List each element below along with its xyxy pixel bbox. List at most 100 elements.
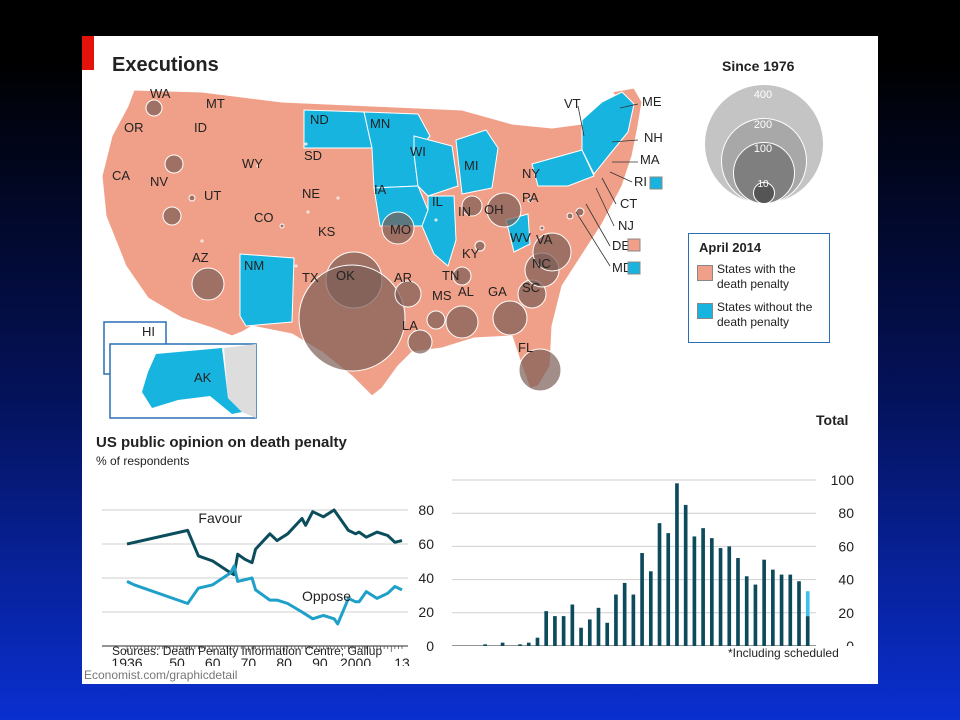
map-bubble <box>461 195 483 217</box>
executions-bar <box>718 548 723 646</box>
executions-bar <box>710 538 714 646</box>
mi-shape <box>455 129 499 195</box>
opinion-x-tick: 1936 <box>111 655 142 666</box>
leader-vt <box>577 105 585 137</box>
map-bubble <box>256 164 260 168</box>
scale-label-400: 400 <box>753 89 773 101</box>
executions-y-tick: 100 <box>831 472 855 488</box>
state-label-al: AL <box>458 284 474 299</box>
executions-bar <box>526 642 531 646</box>
state-label-me: ME <box>642 94 662 109</box>
map-bubble <box>298 264 406 372</box>
us-map: WA OR CA ID MT WY NV UT CO AZ NM ND SD NE KS OK TX MN IA MO… <box>101 86 663 419</box>
oppose-series-label: Oppose <box>302 588 351 604</box>
state-label-wa: WA <box>150 86 171 101</box>
nm-shape <box>239 253 295 327</box>
opinion-x-tick: 70 <box>241 655 257 666</box>
ne-states-shape <box>581 91 635 175</box>
executions-bar <box>762 559 766 646</box>
infographic-panel: Executions Since 1976 400 200 100 10 Apr… <box>82 36 878 684</box>
opinion-y-tick: 20 <box>418 604 434 620</box>
brand-red-bar <box>82 36 94 70</box>
map-bubble <box>294 264 298 268</box>
legend-title: April 2014 <box>699 240 762 255</box>
map-bubble <box>532 232 572 272</box>
state-label-mt: MT <box>206 96 225 111</box>
executions-bar <box>535 637 540 646</box>
executions-bar-scheduled <box>805 591 810 617</box>
state-label-hi: HI <box>142 324 155 339</box>
state-label-ak: AK <box>194 370 212 385</box>
executions-bar <box>561 616 566 646</box>
map-bubble <box>575 207 585 217</box>
state-label-nc: NC <box>532 256 551 271</box>
map-bubble <box>188 194 196 202</box>
md-swatch <box>627 261 641 275</box>
leader-ct <box>601 177 617 205</box>
legend-swatch-with <box>697 265 713 281</box>
site-credit: Economist.com/graphicdetail <box>84 668 238 682</box>
state-label-or: OR <box>124 120 144 135</box>
map-bubble <box>474 240 486 252</box>
map-bubble <box>445 305 479 339</box>
opinion-line-chart: 0 20 40 60 80 1936 50 60 70 80 90 2000 13 Favour Oppos… <box>102 502 434 666</box>
ak-inset <box>109 343 257 419</box>
state-label-wv: WV <box>510 230 531 245</box>
state-label-pa: PA <box>522 190 539 205</box>
state-label-la: LA <box>402 318 418 333</box>
scheduled-footnote: *Including scheduled <box>728 646 839 660</box>
state-label-ks: KS <box>318 224 336 239</box>
opinion-x-tick: 50 <box>169 655 185 666</box>
executions-bar <box>622 582 627 646</box>
executions-bar <box>692 536 697 646</box>
map-bubble <box>304 142 308 146</box>
state-label-mo: MO <box>390 222 411 237</box>
executions-bar <box>744 576 749 646</box>
state-label-nh: NH <box>644 130 663 145</box>
map-bubble <box>407 329 433 355</box>
executions-bar <box>518 644 522 646</box>
state-label-nj: NJ <box>618 218 634 233</box>
state-label-nd: ND <box>310 112 329 127</box>
state-label-ut: UT <box>204 188 221 203</box>
executions-bar <box>727 546 732 646</box>
executions-y-tick: 80 <box>838 505 854 521</box>
map-bubble <box>452 266 472 286</box>
executions-bar <box>753 584 758 646</box>
executions-bar <box>797 581 801 646</box>
map-bubble <box>518 348 562 392</box>
executions-bar <box>500 642 505 646</box>
executions-y-tick: 0 <box>846 638 854 646</box>
executions-bar <box>701 528 705 646</box>
state-label-ca: CA <box>112 168 130 183</box>
executions-bar <box>788 574 793 646</box>
executions-bar <box>553 616 557 646</box>
opinion-x-tick: 13 <box>394 655 410 666</box>
executions-bar <box>640 553 644 646</box>
state-label-co: CO <box>254 210 274 225</box>
opinion-series-oppose <box>126 564 403 626</box>
map-bubble <box>200 239 204 243</box>
executions-bar <box>596 607 601 646</box>
map-bubble <box>279 223 285 229</box>
opinion-x-tick: 2000 <box>340 655 371 666</box>
scale-bubble-10 <box>753 182 775 204</box>
legend-swatch-without <box>697 303 713 319</box>
executions-y-tick: 40 <box>838 572 854 588</box>
state-label-nm: NM <box>244 258 264 273</box>
state-label-wi: WI <box>410 144 426 159</box>
leader-nh <box>611 139 639 143</box>
state-label-ms: MS <box>432 288 452 303</box>
opinion-y-tick: 0 <box>426 638 434 654</box>
map-bubble <box>434 218 438 222</box>
state-label-vt: VT <box>564 96 581 111</box>
state-label-de: DE <box>612 238 630 253</box>
map-legend: April 2014 States with the death penalty… <box>688 233 830 343</box>
page-title: Executions <box>112 54 219 76</box>
state-label-ia: IA <box>374 182 387 197</box>
sources-note: Sources: Death Penalty Information Centr… <box>112 644 383 658</box>
executions-bar <box>648 571 653 646</box>
state-label-in: IN <box>458 204 471 219</box>
map-state-labels: WA OR CA ID MT WY NV UT CO AZ NM ND SD NE KS OK TX MN IA MO… <box>112 86 663 385</box>
executions-bar <box>779 574 784 646</box>
